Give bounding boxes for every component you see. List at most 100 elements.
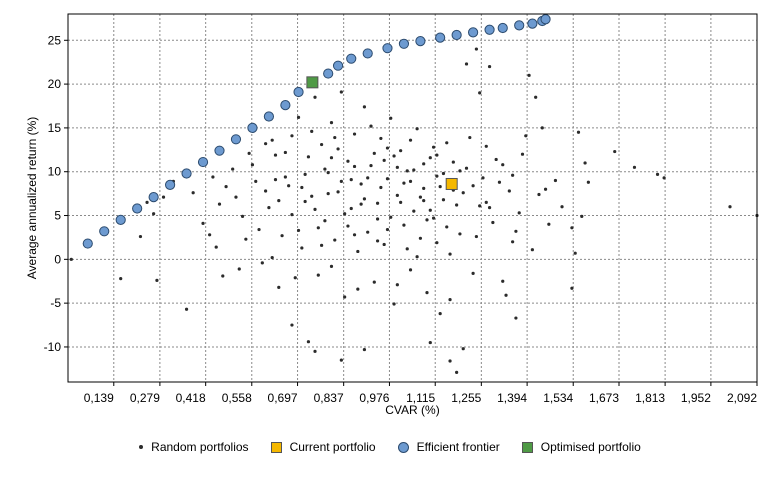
x-tick-label: 1,394 — [497, 391, 527, 405]
efficient-frontier-point — [468, 27, 479, 38]
random-portfolio-point — [468, 135, 472, 140]
random-portfolio-point — [273, 178, 278, 182]
random-portfolio-point — [319, 243, 324, 247]
random-portfolio-point — [458, 169, 462, 173]
random-portfolio-point — [346, 224, 350, 228]
random-portfolio-point — [461, 347, 465, 351]
efficient-frontier-point — [435, 32, 446, 43]
x-tick-label: 0,558 — [222, 391, 252, 405]
random-portfolio-point — [507, 189, 511, 193]
random-portfolio-point — [514, 316, 518, 320]
random-portfolio-point — [217, 202, 222, 206]
random-portfolio-point — [431, 145, 436, 149]
random-portfolio-point — [379, 185, 383, 190]
random-portfolio-point — [211, 175, 215, 179]
random-portfolio-point — [267, 206, 271, 210]
grid-lines — [68, 14, 758, 382]
random-portfolio-point — [339, 358, 343, 362]
random-portfolio-point — [283, 150, 287, 155]
random-portfolio-point — [382, 242, 386, 247]
random-portfolio-point — [329, 156, 334, 160]
random-portfolio-point — [395, 193, 399, 197]
efficient-frontier-point — [280, 100, 291, 111]
random-portfolio-point — [352, 132, 357, 136]
random-portfolio-point — [254, 179, 258, 183]
random-portfolio-point — [339, 90, 343, 94]
random-portfolio-point — [435, 174, 439, 178]
random-portfolio-point — [310, 194, 314, 198]
random-portfolio-point — [537, 192, 541, 197]
random-portfolio-point — [514, 229, 518, 233]
random-portfolio-point — [372, 151, 376, 155]
random-portfolio-point — [366, 176, 370, 180]
random-portfolio-point — [349, 178, 353, 182]
random-portfolio-point — [214, 245, 218, 249]
efficient-frontier-point — [164, 179, 176, 190]
x-axis-ticks: 0,139 0,279 0,418 0,558 0,697 0,837 0,976 1,115… — [84, 382, 758, 405]
random-portfolio-point — [352, 233, 357, 237]
random-portfolio-point — [435, 153, 439, 157]
random-portfolio-point — [461, 191, 465, 195]
random-portfolio-point — [270, 138, 274, 142]
random-portfolio-point — [395, 283, 399, 287]
random-portfolio-point — [343, 295, 347, 299]
random-portfolio-point — [408, 179, 413, 183]
random-portfolio-point — [728, 205, 732, 209]
random-portfolio-point — [264, 142, 268, 146]
efficient-frontier-point — [382, 43, 393, 54]
random-portfolio-point — [362, 197, 367, 201]
random-portfolio-point — [408, 138, 413, 142]
random-portfolio-point — [234, 195, 238, 199]
efficient-frontier-point — [398, 38, 410, 49]
random-portfolio-point — [352, 164, 357, 169]
random-portfolio-point — [303, 199, 307, 204]
random-portfolio-point — [319, 142, 324, 147]
legend-square-icon — [521, 441, 533, 453]
legend-item-random-portfolios: Random portfolios — [139, 440, 249, 454]
random-portfolio-point — [310, 129, 314, 134]
efficient-frontier-point — [148, 192, 159, 203]
random-portfolio-point — [445, 225, 449, 229]
random-portfolio-point — [244, 237, 248, 241]
efficient-frontier-point — [132, 203, 143, 214]
random-portfolio-point — [464, 166, 469, 170]
y-axis-ticks: -10 -5 0 5 10 15 20 25 — [44, 33, 68, 354]
random-portfolio-point — [366, 230, 370, 234]
efficient-frontier-point — [451, 29, 462, 41]
x-tick-label: 1,115 — [406, 391, 435, 405]
random-portfolio-point — [313, 207, 317, 211]
random-portfolio-point — [389, 215, 393, 219]
random-portfolio-point — [316, 273, 320, 277]
random-portfolio-point — [471, 271, 475, 275]
efficient-frontier-point — [263, 111, 275, 122]
random-portfolio-point — [247, 151, 251, 155]
random-portfolio-point — [191, 191, 195, 195]
random-portfolio-point — [369, 163, 373, 168]
random-portfolio-point — [306, 340, 311, 344]
random-portfolio-point — [438, 312, 442, 316]
random-portfolio-point — [435, 241, 439, 245]
random-portfolio-point — [580, 214, 584, 218]
random-portfolio-point — [481, 176, 485, 180]
x-tick-label: 0,697 — [268, 391, 298, 405]
random-portfolio-point — [438, 185, 442, 189]
legend-square-icon — [270, 441, 282, 453]
random-portfolio-point — [527, 73, 531, 77]
random-portfolio-point — [425, 218, 429, 222]
random-portfolio-point — [418, 236, 423, 240]
random-portfolio-point — [412, 209, 416, 213]
random-portfolio-point — [379, 136, 383, 141]
legend-dot-icon — [139, 445, 144, 449]
x-tick-label: 0,976 — [359, 391, 389, 405]
x-tick-label: 0,837 — [314, 391, 344, 405]
legend-label-random: Random portfolios — [151, 440, 249, 454]
random-portfolio-point — [362, 347, 367, 352]
efficient-frontier-point — [293, 86, 304, 98]
random-portfolio-point — [356, 249, 360, 254]
random-portfolio-point — [491, 220, 495, 225]
random-portfolio-point — [530, 248, 534, 252]
random-portfolio-point — [293, 276, 297, 280]
random-portfolio-point — [69, 257, 73, 261]
random-portfolio-point — [270, 255, 274, 260]
random-portfolio-point — [260, 261, 264, 265]
